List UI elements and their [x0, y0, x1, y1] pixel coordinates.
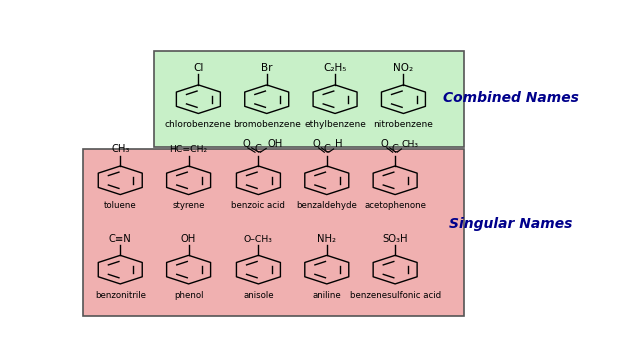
Text: HC=CH₂: HC=CH₂ [169, 145, 208, 155]
Text: styrene: styrene [173, 201, 205, 211]
Text: Singular Names: Singular Names [449, 217, 573, 231]
Text: NH₂: NH₂ [318, 234, 336, 244]
Text: CH₃: CH₃ [402, 141, 419, 150]
Text: benzoic acid: benzoic acid [231, 201, 285, 211]
Text: nitrobenzene: nitrobenzene [374, 120, 433, 129]
Text: OH: OH [181, 234, 196, 244]
Text: OH: OH [267, 139, 282, 149]
Text: phenol: phenol [174, 291, 203, 300]
Text: benzaldehyde: benzaldehyde [296, 201, 357, 211]
Text: benzenesulfonic acid: benzenesulfonic acid [350, 291, 441, 300]
Text: C: C [255, 144, 262, 154]
Text: chlorobenzene: chlorobenzene [165, 120, 232, 129]
Text: SO₃H: SO₃H [382, 234, 408, 244]
Text: ethylbenzene: ethylbenzene [304, 120, 366, 129]
Text: C: C [392, 144, 399, 154]
FancyBboxPatch shape [154, 51, 464, 147]
Text: acetophenone: acetophenone [364, 201, 426, 211]
Text: Combined Names: Combined Names [443, 91, 579, 105]
Text: O: O [312, 139, 320, 149]
Text: NO₂: NO₂ [393, 63, 413, 73]
Text: C≡N: C≡N [109, 234, 132, 244]
Text: bromobenzene: bromobenzene [233, 120, 301, 129]
Text: C: C [323, 144, 330, 154]
FancyBboxPatch shape [83, 149, 464, 316]
Text: CH₃: CH₃ [111, 145, 129, 155]
Text: anisole: anisole [243, 291, 274, 300]
Text: Br: Br [261, 63, 273, 73]
Text: H: H [335, 140, 342, 150]
Text: C₂H₅: C₂H₅ [323, 63, 346, 73]
Text: O–CH₃: O–CH₃ [244, 235, 273, 244]
Text: aniline: aniline [312, 291, 341, 300]
Text: Cl: Cl [193, 63, 203, 73]
Text: O: O [381, 139, 388, 149]
Text: benzonitrile: benzonitrile [94, 291, 146, 300]
Text: toluene: toluene [104, 201, 137, 211]
Text: O: O [243, 139, 250, 149]
